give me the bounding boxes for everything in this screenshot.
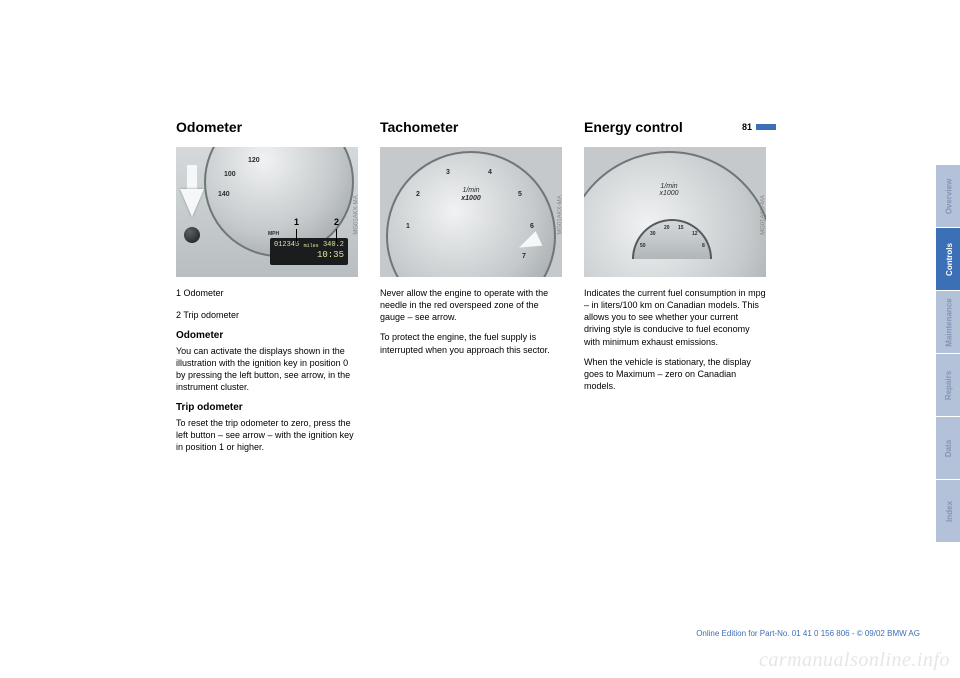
- arrow-stem: [187, 165, 197, 191]
- odometer-p1: You can activate the displays shown in t…: [176, 345, 358, 394]
- mt-30: 30: [650, 231, 656, 237]
- tach-1: 1: [406, 223, 410, 230]
- column-energy: 1/min x1000 50 30 20 15 12 8 MG01AKU-MA …: [584, 147, 766, 461]
- tach-unit-line1: 1/min: [462, 187, 479, 194]
- page-content: Odometer Tachometer Energy control 81 10…: [176, 119, 776, 461]
- mt-50: 50: [640, 243, 646, 249]
- page-number: 81: [742, 122, 752, 132]
- legend-1: 1 Odometer: [176, 287, 358, 301]
- figure-odometer: 100 120 140 MPH 012345 miles 340.2 10:35: [176, 147, 358, 277]
- footer-text: Online Edition for Part-No. 01 41 0 156 …: [696, 629, 920, 638]
- headings-row: Odometer Tachometer Energy control 81: [176, 119, 776, 135]
- tab-overview-label: Overview: [945, 178, 954, 214]
- callout-2-line: [336, 229, 337, 243]
- energy-p2: When the vehicle is stationary, the disp…: [584, 356, 766, 392]
- tach-4: 4: [488, 169, 492, 176]
- mt-15: 15: [678, 225, 684, 231]
- tab-index[interactable]: Index: [936, 480, 960, 542]
- heading-odometer: Odometer: [176, 119, 358, 135]
- tab-data-label: Data: [945, 439, 954, 456]
- figure-energy: 1/min x1000 50 30 20 15 12 8 MG01AKU-MA: [584, 147, 766, 277]
- callout-2: 2: [334, 217, 339, 227]
- callout-1-line: [296, 229, 297, 243]
- speedo-mph: MPH: [268, 231, 279, 237]
- subhead-trip: Trip odometer: [176, 402, 358, 413]
- tach-p2: To protect the engine, the fuel supply i…: [380, 331, 562, 355]
- side-tabs: Overview Controls Maintenance Repairs Da…: [936, 165, 960, 543]
- lcd-trip: 340.2: [323, 241, 344, 250]
- heading-energy: Energy control: [584, 119, 683, 135]
- figure-code-2: MG01AKX-MA: [557, 195, 562, 234]
- tach-p1: Never allow the engine to operate with t…: [380, 287, 562, 323]
- tachometer-gauge: 1/min x1000 1 2 3 4 5 6 7: [386, 151, 556, 277]
- tab-index-label: Index: [945, 501, 954, 522]
- tab-controls-label: Controls: [945, 243, 954, 276]
- energy-units: 1/min x1000: [659, 183, 678, 197]
- figure-code-1: MG01AKX-MA: [353, 195, 358, 234]
- mt-12: 12: [692, 231, 698, 237]
- speedo-100: 100: [224, 171, 236, 178]
- column-odometer: 100 120 140 MPH 012345 miles 340.2 10:35: [176, 147, 358, 461]
- tach-5: 5: [518, 191, 522, 198]
- column-tachometer: 1/min x1000 1 2 3 4 5 6 7 MG01AKX-MA Nev…: [380, 147, 562, 461]
- watermark: carmanualsonline.info: [759, 649, 950, 672]
- tab-overview[interactable]: Overview: [936, 165, 960, 227]
- heading-tachometer: Tachometer: [380, 119, 562, 135]
- energy-unit-line1: 1/min: [660, 183, 677, 190]
- tab-repairs-label: Repairs: [945, 370, 954, 399]
- columns: 100 120 140 MPH 012345 miles 340.2 10:35: [176, 147, 776, 461]
- energy-unit-line2: x1000: [659, 190, 678, 197]
- tab-controls[interactable]: Controls: [936, 228, 960, 290]
- speedo-120: 120: [248, 157, 260, 164]
- callout-1: 1: [294, 217, 299, 227]
- reset-knob: [184, 227, 200, 243]
- tach-3: 3: [446, 169, 450, 176]
- tach-6: 6: [530, 223, 534, 230]
- section-marker: [756, 124, 776, 130]
- lcd-units: miles: [304, 243, 319, 250]
- odometer-p2: To reset the trip odometer to zero, pres…: [176, 417, 358, 453]
- energy-p1: Indicates the current fuel consumption i…: [584, 287, 766, 348]
- mt-20: 20: [664, 225, 670, 231]
- arrow-down-icon: [180, 189, 204, 217]
- speedo-140: 140: [218, 191, 230, 198]
- lcd-clock: 10:35: [274, 250, 344, 262]
- tab-repairs[interactable]: Repairs: [936, 354, 960, 416]
- tab-maintenance-label: Maintenance: [945, 298, 954, 346]
- legend-2: 2 Trip odometer: [176, 309, 358, 323]
- heading-energy-row: Energy control 81: [584, 119, 776, 135]
- tab-maintenance[interactable]: Maintenance: [936, 291, 960, 353]
- figure-code-3: MG01AKU-MA: [761, 195, 766, 235]
- mt-8: 8: [702, 243, 705, 249]
- subhead-odometer: Odometer: [176, 330, 358, 341]
- tach-unit-line2: x1000: [461, 195, 480, 202]
- tach-2: 2: [416, 191, 420, 198]
- figure-tachometer: 1/min x1000 1 2 3 4 5 6 7 MG01AKX-MA: [380, 147, 562, 277]
- tach-units: 1/min x1000: [461, 187, 480, 202]
- tab-data[interactable]: Data: [936, 417, 960, 479]
